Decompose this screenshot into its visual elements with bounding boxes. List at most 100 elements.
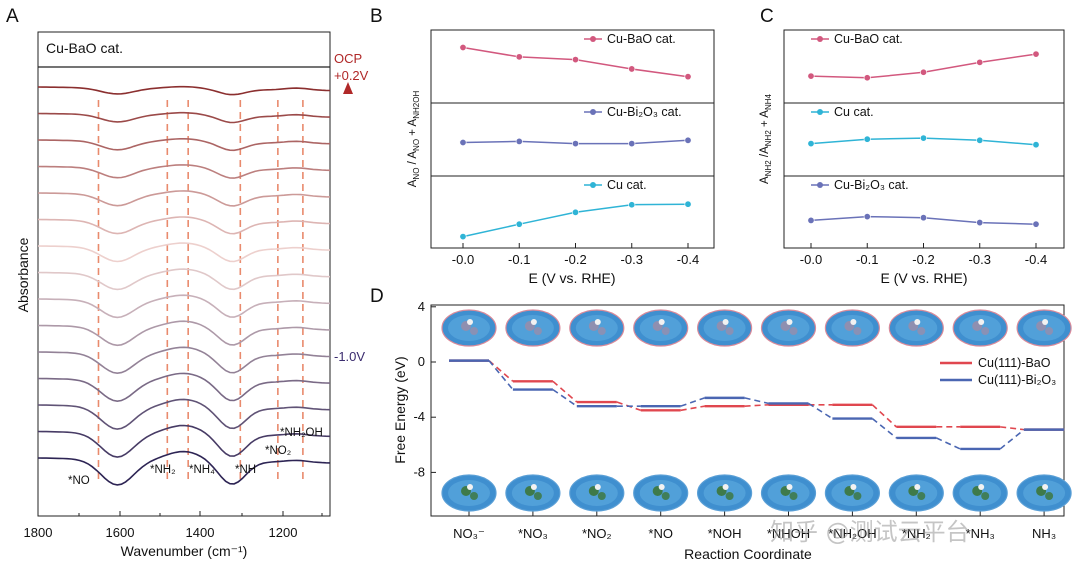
energy-connector [871,417,897,439]
panel-a-spectrum [37,372,331,403]
legend-marker [590,109,596,115]
panel-a-spectrum [37,294,331,319]
x-tick-label: *NO₂ [582,526,612,541]
panel-b-ratio-plot: ANO / ANO + ANH2OH E (V vs. RHE) -0.0 -0.… [407,29,715,286]
panel-a-letter: A [6,6,19,27]
adsorbate-cluster [470,327,478,335]
data-point [919,214,927,222]
x-tick-label: *NH₂ [902,526,931,541]
x-tick-label: -0.0 [452,252,474,267]
adsorbate-atom [786,484,793,490]
legend-marker [817,182,823,188]
adsorbate-cluster [533,492,542,500]
adsorbate-cluster [725,492,734,500]
panel-d-bottom-models-row [441,474,1072,512]
adsorbate-cluster [725,327,734,335]
panel-a-box-label: Cu-BaO cat. [46,40,123,56]
energy-connector [1000,426,1025,431]
panel-a-potential-minus1: -1.0V [334,349,365,364]
panel-a-spectrum [37,216,331,235]
adsorbate-atom [594,319,601,325]
x-tick-label: *NO [648,526,673,541]
adsorbate-atom [914,484,921,490]
panel-a-band-markers [97,100,304,480]
adsorbate-atom [467,319,473,325]
panel-a-spectrum [37,190,331,207]
panel-a-xtick: 1200 [269,525,298,540]
adsorbate-atom [978,484,985,490]
x-tick-label: NO₃⁻ [453,526,485,541]
panel-b-series-group: Cu-BaO cat. Cu-Bi₂O₃ cat. Cu cat. [459,32,692,241]
adsorbate-atom [978,319,985,325]
energy-connector [488,360,514,382]
panel-a-potential-plus02: +0.2V [334,68,369,83]
panel-a-potential-ocp: OCP [334,51,362,66]
data-point [976,58,984,66]
adsorbate-cluster [789,327,798,335]
adsorbate-cluster [1045,492,1054,500]
x-tick-label: -0.3 [621,252,643,267]
x-tick-label: -0.4 [1025,252,1047,267]
panel-a-spectrum [37,268,331,291]
adsorbate-atom [658,319,665,325]
data-point [976,219,984,227]
panel-c-letter: C [760,6,774,27]
energy-connector [871,404,897,428]
panel-a-annotation-no2: *NO₂ [265,445,291,457]
panel-a-annotation-nh4: *NH₄ [189,464,215,476]
adsorbate-atom [1042,319,1049,325]
adsorbate-cluster [533,327,542,335]
x-tick-label: NH₃ [1032,526,1056,541]
x-tick-label: -0.4 [677,252,699,267]
adsorbate-atom [786,319,793,325]
panel-c-xticks: -0.0 -0.1 -0.2 -0.3 -0.4 [800,243,1047,267]
adsorbate-atom [850,484,857,490]
panel-d-xticks: NO₃⁻ *NO₃ *NO₂ *NO *NOH *NHOH *NH₂OH *NH₂ *NH₃ NH… [453,511,1056,541]
data-point [571,208,579,216]
legend-label: Cu-BaO cat. [834,32,903,46]
panel-a-spectrum [37,424,331,458]
panel-a-spectrum [37,346,331,375]
adsorbate-cluster [1045,327,1054,335]
data-point [684,200,692,208]
data-point [628,140,636,148]
energy-connector [999,428,1025,450]
panel-a-spectrum [37,320,331,347]
x-tick-label: -0.1 [508,252,530,267]
panel-d-frame [430,304,1065,517]
x-tick-label: -0.2 [912,252,934,267]
legend-label: Cu-Bi₂O₃ cat. [607,105,682,119]
legend-marker [590,182,596,188]
panel-a-ftir-spectra: Cu-BaO cat. Absorbance Wavenumber (cm⁻¹)… [15,31,369,559]
panel-d-letter: D [370,286,384,307]
energy-connector [488,360,514,391]
data-point [459,43,467,51]
data-point [459,233,467,241]
energy-connector [744,403,769,407]
y-tick-label: -4 [413,409,425,424]
legend-label: Cu-Bi₂O₃ cat. [834,178,909,192]
panel-a-spectrum [37,85,331,96]
x-tick-label: -0.3 [969,252,991,267]
adsorbate-cluster [597,327,606,335]
energy-connector [935,437,961,450]
data-point [515,220,523,228]
panel-a-frame [37,31,331,517]
panel-a-spectrum [37,111,331,124]
x-tick-label: *NOH [708,526,742,541]
energy-connector [744,397,769,405]
panel-a-annotation-nh2: *NH₂ [150,464,176,476]
data-point [1032,220,1040,228]
x-tick-label: -0.0 [800,252,822,267]
panel-a-spectra-group [37,85,331,486]
energy-connector [680,405,705,412]
data-point [684,73,692,81]
panel-b-frame [430,29,715,249]
data-point [571,140,579,148]
panel-b-xticks: -0.0 -0.1 -0.2 -0.3 -0.4 [452,243,699,267]
legend-marker [817,109,823,115]
data-point [515,137,523,145]
panel-a-spectrum [37,242,331,263]
data-point [807,140,815,148]
